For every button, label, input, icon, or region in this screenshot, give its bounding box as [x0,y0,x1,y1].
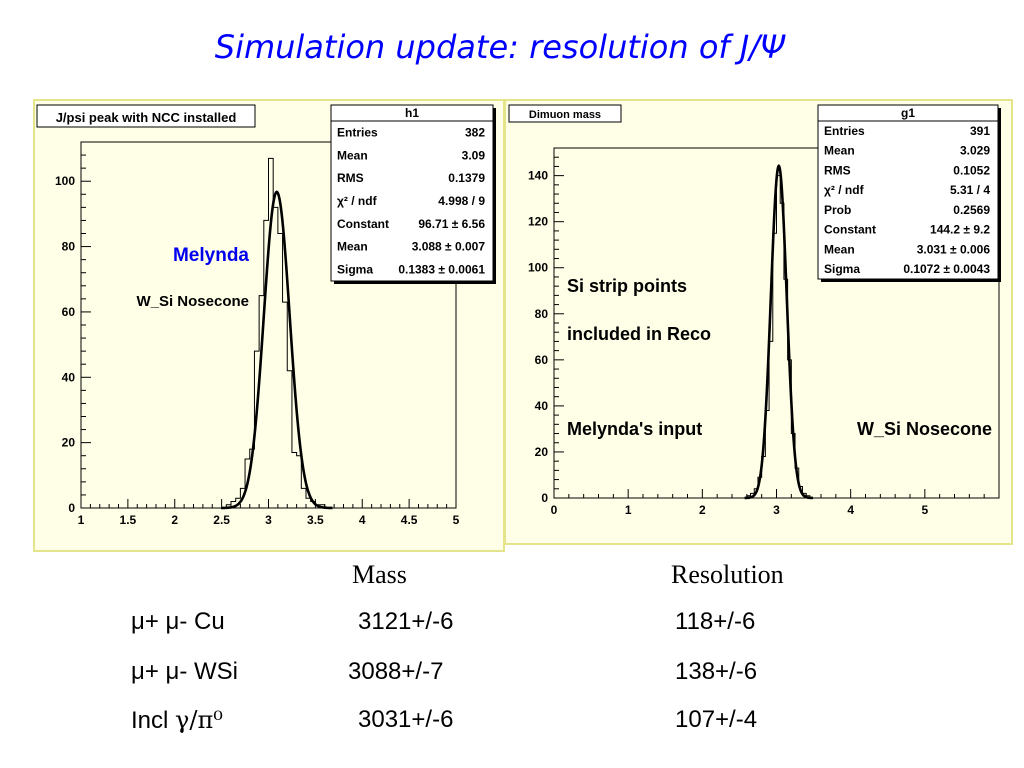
left-x-tick-label: 1.5 [120,513,137,527]
left-stats-row-value: 0.1383 ± 0.0061 [398,263,485,277]
right-stats-row-label: Sigma [824,262,860,276]
right-x-tick-label: 4 [847,503,854,517]
left-x-tick-label: 4.5 [401,513,418,527]
table-row-label: μ+ μ- WSi [131,658,238,686]
left-stats-row-value: 382 [465,125,485,139]
row-label-wsi: μ+ μ- WSi [131,658,238,685]
chart-panel-right: Dimuon mass 0 1 2 3 4 5 0 20 40 60 80 100 120 140 g1 E… [504,99,1013,545]
right-y-tick-label: 20 [535,445,549,459]
table-cell-resolution: 107+/-4 [675,706,758,733]
right-title-box [508,104,622,123]
left-stats-row-value: 0.1379 [448,171,485,185]
left-y-tick-label: 60 [62,305,76,319]
left-x-tick-label: 2 [171,513,178,527]
right-y-tick-label: 60 [535,353,549,367]
right-title: Dimuon mass [529,109,601,121]
right-x-tick-label: 3 [773,503,780,517]
left-y-tick-label: 80 [62,240,76,254]
right-stats-row-value: 144.2 ± 9.2 [930,223,990,237]
left-stats-row-value: 96.71 ± 6.56 [418,217,485,231]
left-stats-row-value: 3.09 [462,148,486,162]
right-y-tick-label: 140 [528,169,548,183]
right-x-tick-label: 0 [551,503,558,517]
left-histogram-svg: J/psi peak with NCC installed 1 1.5 2 2.5 3 3… [33,99,505,552]
right-stats-row-label: Constant [824,223,876,237]
left-stats-row-label: χ² / ndf [337,194,378,208]
right-annotation-si-strip: Si strip points [567,276,687,296]
left-title: J/psi peak with NCC installed [56,110,237,125]
right-stats-row-label: Prob [824,203,851,217]
table-header-mass: Mass [352,560,407,589]
right-stats-name: g1 [901,106,915,120]
right-annotation-nosecone: W_Si Nosecone [857,419,992,439]
row-label-incl: Incl [131,707,176,734]
right-x-tick-label: 2 [699,503,706,517]
left-stats-row-label: Mean [337,240,368,254]
table-row-label: Incl γ/π⁰ [131,706,223,735]
table-row-label: μ+ μ- Cu [131,608,225,636]
right-x-tick-label: 1 [625,503,632,517]
table-cell-mass: 3031+/-6 [358,706,454,733]
row-label-gamma-pi: γ/π⁰ [175,706,223,734]
slide-title: Simulation update: resolution of J/Ψ [214,28,786,66]
left-annotation-nosecone: W_Si Nosecone [136,293,249,310]
left-annotation-melynda: Melynda [173,245,249,266]
left-y-tick-label: 100 [55,174,75,188]
right-y-tick-label: 100 [528,261,548,275]
table-cell-resolution: 118+/-6 [675,608,756,635]
left-stats-row-label: RMS [337,171,364,185]
right-stats-frame [817,104,999,280]
left-x-tick-label: 4 [359,513,366,527]
left-y-tick-label: 0 [68,501,75,515]
left-stats-name: h1 [405,106,419,120]
right-stats-row-value: 0.1052 [953,163,990,177]
right-stats-row-value: 5.31 / 4 [950,183,990,197]
table-cell-resolution: 138+/-6 [675,658,758,685]
table-cell-mass: 3088+/-7 [348,658,444,685]
left-x-tick-label: 5 [453,513,460,527]
right-stats-row-label: RMS [824,163,851,177]
left-gaussian-fit-line [220,190,333,510]
left-stats-box: h1 Entries 382 Mean 3.09 RMS 0.1379 χ² / ndf 4.9… [330,104,496,284]
right-x-tick-label: 5 [921,503,928,517]
left-x-tick-label: 2.5 [213,513,230,527]
left-x-tick-label: 3 [265,513,272,527]
right-y-tick-label: 120 [528,215,548,229]
right-y-tick-label: 0 [541,491,548,505]
left-y-tick-label: 40 [62,370,76,384]
right-stats-row-label: Mean [824,144,855,158]
left-y-tick-label: 20 [62,436,76,450]
right-stats-row-value: 0.1072 ± 0.0043 [903,262,990,276]
left-stats-row-label: Sigma [337,263,373,277]
right-stats-box: g1 Entries 391 Mean 3.029 RMS 0.1052 χ² / ndf 5.… [817,104,1001,282]
table-header-resolution: Resolution [671,560,784,589]
left-x-tick-label: 3.5 [307,513,324,527]
chart-panel-left: J/psi peak with NCC installed 1 1.5 2 2.5 3 3… [33,99,505,552]
table-cell-mass: 3121+/-6 [358,608,454,635]
right-y-tick-label: 80 [535,307,549,321]
left-x-tick-label: 1 [78,513,85,527]
right-gaussian-fit-line [744,164,814,500]
left-stats-row-label: Constant [337,217,389,231]
row-label-cu: μ+ μ- Cu [131,608,225,635]
right-histogram-svg: Dimuon mass 0 1 2 3 4 5 0 20 40 60 80 100 120 140 g1 E… [504,99,1013,545]
left-stats-row-value: 3.088 ± 0.007 [412,240,486,254]
right-stats-row-value: 3.029 [960,144,990,158]
left-stats-row-label: Entries [337,125,378,139]
left-stats-row-label: Mean [337,148,368,162]
right-stats-row-label: Mean [824,242,855,256]
right-annotation-included: included in Reco [567,324,711,344]
left-stats-frame [330,104,494,282]
right-annotation-input: Melynda's input [567,419,702,439]
right-y-tick-label: 40 [535,399,549,413]
right-stats-row-label: χ² / ndf [824,183,865,197]
right-stats-row-label: Entries [824,124,865,138]
right-stats-row-value: 3.031 ± 0.006 [917,242,991,256]
left-stats-row-value: 4.998 / 9 [438,194,485,208]
right-stats-row-value: 391 [970,124,990,138]
right-stats-row-value: 0.2569 [953,203,990,217]
left-title-box [36,104,256,128]
